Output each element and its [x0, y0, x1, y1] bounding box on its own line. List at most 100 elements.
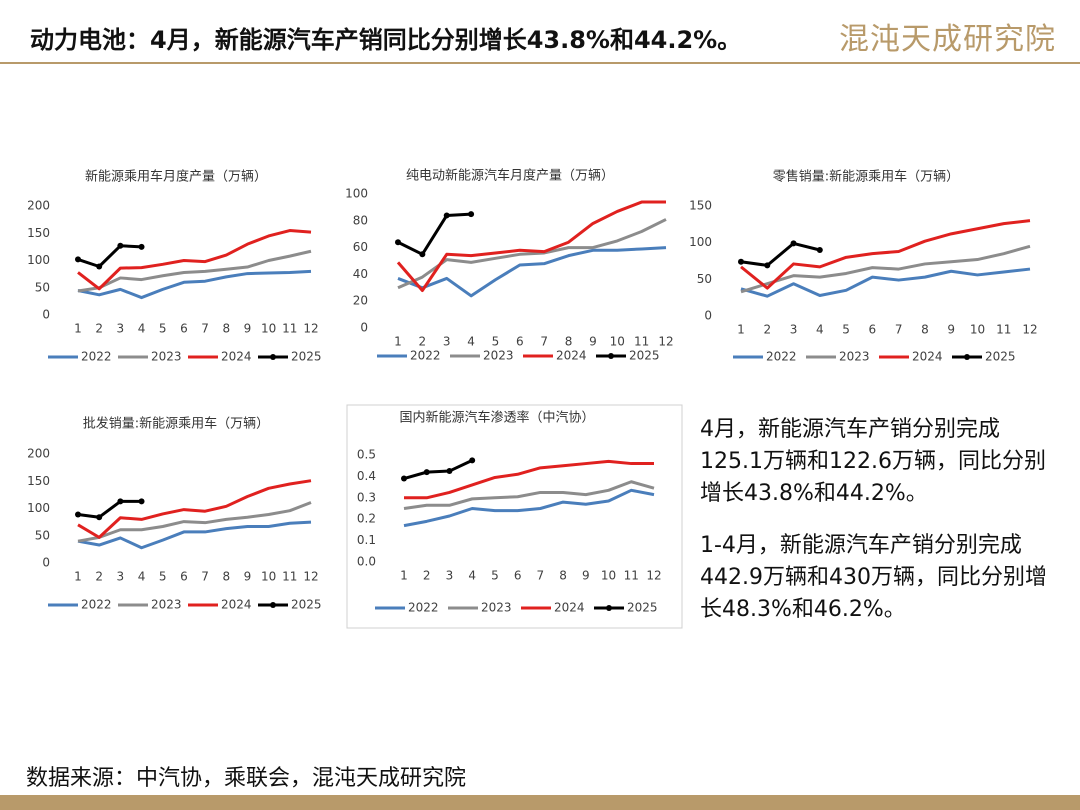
- x-tick-label: 1: [74, 570, 82, 584]
- point: [816, 247, 823, 253]
- y-tick-label: 100: [345, 187, 368, 201]
- x-tick-label: 4: [468, 569, 476, 583]
- x-tick-label: 9: [244, 570, 252, 584]
- y-tick-label: 100: [27, 501, 50, 515]
- x-tick-label: 6: [516, 335, 524, 349]
- x-tick-label: 9: [582, 569, 590, 583]
- x-tick-label: 4: [467, 335, 475, 349]
- y-tick-label: 200: [27, 199, 50, 213]
- x-tick-label: 1: [737, 323, 745, 337]
- point: [446, 468, 453, 475]
- x-tick-label: 3: [117, 570, 125, 584]
- series-line: [397, 246, 667, 298]
- point: [75, 256, 81, 263]
- x-tick-label: 5: [492, 335, 500, 349]
- x-tick-label: 10: [261, 570, 276, 584]
- x-tick-label: 6: [180, 570, 188, 584]
- x-tick-label: 2: [419, 335, 427, 349]
- x-tick-label: 2: [95, 322, 103, 336]
- x-tick-label: 11: [282, 570, 297, 584]
- chart-title: 批发销量:新能源乘用车（万辆）: [83, 416, 269, 432]
- legend-label: 2025: [291, 598, 322, 612]
- y-tick-label: 60: [353, 240, 368, 254]
- x-tick-label: 3: [790, 323, 798, 337]
- x-tick-label: 7: [895, 323, 903, 337]
- series-line: [404, 459, 654, 500]
- point: [423, 469, 430, 476]
- y-tick-label: 150: [689, 199, 712, 213]
- point: [96, 263, 103, 270]
- legend-label: 2023: [481, 601, 512, 615]
- x-tick-label: 12: [646, 569, 661, 583]
- note: 1-4月，新能源汽车产销分别完成442.9万辆和430万辆，同比分别增长48.3…: [700, 533, 1047, 622]
- legend-label: 2023: [839, 350, 870, 364]
- x-tick-label: 12: [1022, 323, 1037, 337]
- point: [401, 475, 407, 482]
- point: [117, 498, 124, 505]
- legend-label: 2025: [291, 350, 322, 364]
- series-line: [740, 244, 1031, 294]
- x-tick-label: 12: [303, 570, 318, 584]
- y-tick-label: 0: [42, 556, 50, 570]
- y-tick-label: 50: [35, 280, 50, 294]
- series-line: [77, 269, 312, 300]
- x-tick-label: 4: [816, 323, 824, 337]
- x-tick-label: 11: [634, 335, 649, 349]
- x-tick-label: 7: [201, 570, 209, 584]
- legend-label: 2023: [151, 598, 182, 612]
- point: [790, 240, 797, 247]
- x-tick-label: 8: [222, 570, 230, 584]
- x-tick-label: 2: [763, 323, 771, 337]
- legend-label: 2023: [151, 350, 182, 364]
- x-tick-label: 9: [244, 322, 252, 336]
- x-tick-label: 11: [996, 323, 1011, 337]
- point: [96, 514, 103, 521]
- legend-label: 2024: [554, 601, 585, 615]
- x-tick-label: 11: [282, 322, 297, 336]
- x-tick-label: 2: [423, 569, 431, 583]
- y-tick-label: 0: [704, 309, 712, 323]
- series-line: [403, 488, 655, 528]
- slide-title: 动力电池：4月，新能源汽车产销同比分别增长43.8%和44.2%。: [30, 26, 742, 54]
- chart-title: 国内新能源汽车渗透率（中汽协）: [399, 410, 594, 426]
- y-tick-label: 0: [360, 321, 368, 335]
- legend-label: 2022: [81, 598, 112, 612]
- y-tick-label: 50: [697, 272, 712, 286]
- series-line: [77, 520, 312, 550]
- point: [764, 262, 771, 269]
- legend-label: 2025: [629, 349, 660, 363]
- x-tick-label: 5: [159, 570, 167, 584]
- x-tick-label: 3: [117, 322, 125, 336]
- x-tick-label: 7: [537, 569, 545, 583]
- series-line: [740, 241, 821, 267]
- legend-label: 2022: [408, 601, 439, 615]
- y-tick-label: 100: [689, 235, 712, 249]
- y-tick-label: 80: [353, 213, 368, 227]
- point: [738, 258, 744, 265]
- series-line: [397, 212, 472, 256]
- x-tick-label: 6: [514, 569, 522, 583]
- x-tick-label: 3: [446, 569, 454, 583]
- x-tick-label: 12: [303, 322, 318, 336]
- legend-label: 2024: [912, 350, 943, 364]
- y-tick-label: 0.1: [357, 533, 376, 547]
- chart-title: 新能源乘用车月度产量（万辆）: [85, 169, 267, 185]
- series-line: [403, 458, 473, 480]
- legend-label: 2023: [483, 349, 514, 363]
- point: [117, 242, 124, 249]
- series-line: [77, 244, 142, 268]
- source: 数据来源：中汽协，乘联会，混沌天成研究院: [26, 766, 467, 791]
- legend-label: 2024: [221, 350, 252, 364]
- series-line: [77, 501, 312, 543]
- legend-label: 2025: [985, 350, 1016, 364]
- header-rule: [0, 62, 1080, 64]
- footer-bar: [0, 795, 1080, 810]
- x-tick-label: 5: [842, 323, 850, 337]
- chart-title: 纯电动新能源汽车月度产量（万辆）: [406, 168, 614, 184]
- y-tick-label: 0.0: [357, 555, 376, 569]
- point: [75, 511, 81, 518]
- x-tick-label: 10: [970, 323, 985, 337]
- y-tick-label: 20: [353, 294, 368, 308]
- x-tick-label: 5: [159, 322, 167, 336]
